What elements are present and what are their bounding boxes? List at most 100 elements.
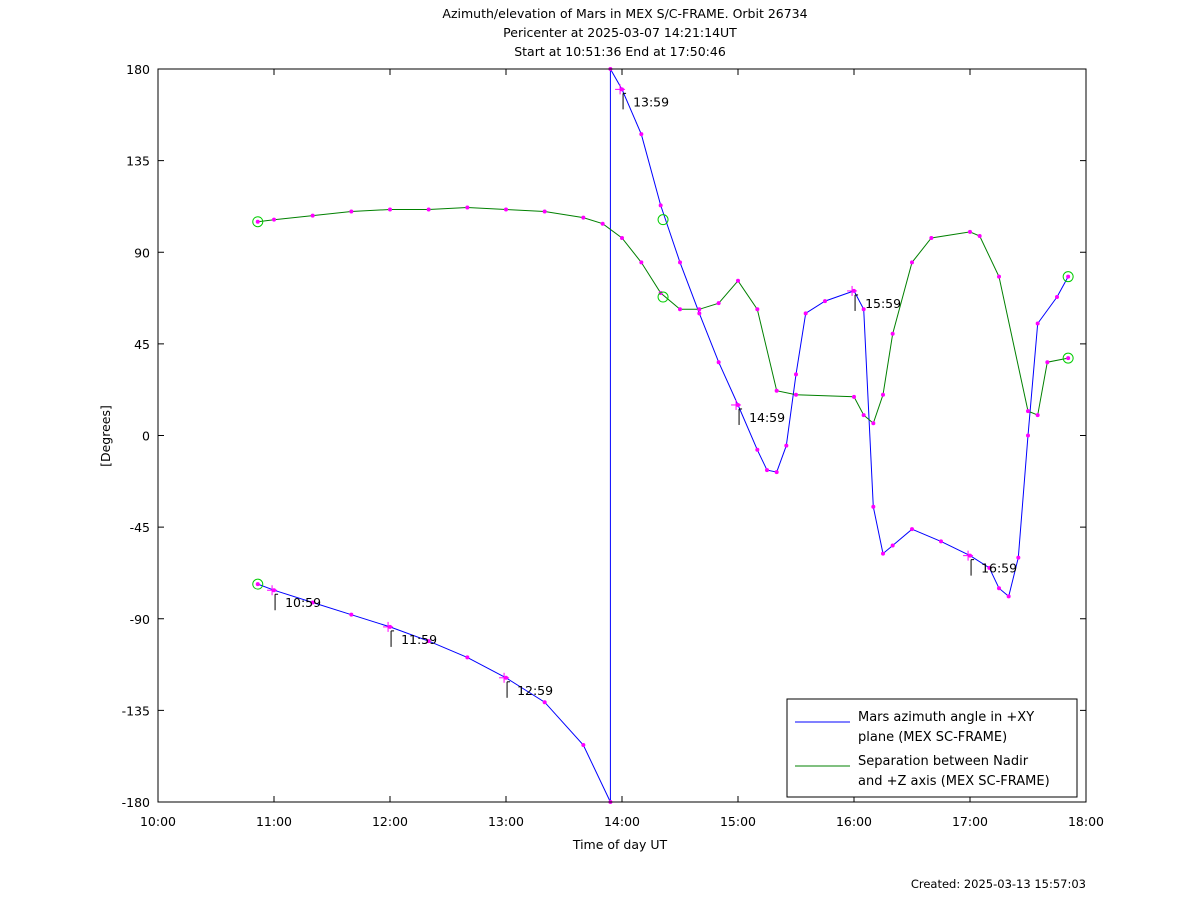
x-axis-label: Time of day UT [572,837,668,852]
data-point-separation [997,274,1001,279]
data-point-azimuth [861,307,866,312]
start-circle-separation [252,216,264,228]
y-tick-label: -135 [122,703,150,718]
hour-annotation-label: 11:59 [401,632,437,647]
data-point-separation [910,260,914,265]
pericenter-circle-azimuth [657,214,669,226]
data-point-separation [794,392,798,397]
legend-box [786,698,1078,798]
data-point-separation [716,301,721,306]
y-tick-label: -180 [122,795,150,810]
x-tick-label: 14:00 [604,814,640,829]
data-point-separation [272,217,276,222]
data-point-separation [388,207,392,212]
chart-title: Azimuth/elevation of Mars in MEX S/C-FRA… [442,6,807,21]
data-point-azimuth [1055,295,1059,300]
chart-subtitle-pericenter: Pericenter at 2025-03-07 14:21:14UT [503,25,737,40]
data-point-azimuth [890,543,895,548]
data-point-azimuth [881,551,885,556]
legend-label-separation-line2: and +Z axis (MEX SC-FRAME) [858,774,1050,789]
data-point-separation [504,207,508,212]
hour-annotation-label: 14:59 [749,410,785,425]
data-point-azimuth [1006,594,1011,599]
x-tick-label: 18:00 [1068,814,1104,829]
data-point-separation [697,307,702,312]
end-circle-separation [1062,352,1074,364]
data-point-separation [881,392,885,397]
data-point-separation [255,219,260,224]
data-point-azimuth [755,447,760,452]
data-point-separation [1045,360,1050,365]
data-point-separation [639,260,644,265]
x-tick-label: 17:00 [952,814,988,829]
data-point-azimuth [803,311,808,316]
data-point-azimuth [426,639,431,644]
hour-annotation-label: 12:59 [517,683,553,698]
plot-area: 10:59 11:59 12:59 13:59 14:59 15:59 16:59 [252,67,1074,804]
data-point-separation [349,209,354,214]
hour-annotation-label: 13:59 [633,94,669,109]
hour-annotation-label: 16:59 [981,561,1017,576]
data-point-azimuth [465,655,470,660]
end-circle-azimuth [1062,271,1074,283]
data-point-separation [620,235,624,240]
data-point-separation [542,209,547,214]
x-axis: 10:00 11:00 12:00 13:00 14:00 15:00 16:00 17:00… [140,69,1104,829]
data-point-separation [755,307,760,312]
data-point-azimuth [542,700,547,705]
data-point-azimuth [823,299,827,304]
x-tick-label: 15:00 [720,814,756,829]
chart-subtitle-start-end: Start at 10:51:36 End at 17:50:46 [514,44,726,59]
pericenter-circle-separation [657,291,669,303]
data-point-separation [581,215,586,220]
data-point-azimuth [349,612,354,617]
hour-annotation-label: 10:59 [285,595,321,610]
legend: Mars azimuth angle in +XY plane (MEX SC-… [786,698,1078,798]
data-point-separation [600,221,605,226]
x-tick-label: 16:00 [836,814,872,829]
start-circle-azimuth [252,578,264,590]
data-point-azimuth [794,372,798,377]
data-point-azimuth [765,468,769,473]
x-tick-label: 10:00 [140,814,176,829]
legend-label-azimuth-line1: Mars azimuth angle in +XY [858,710,1034,725]
data-point-separation [968,229,972,234]
data-point-azimuth [871,504,876,509]
data-point-azimuth [310,600,315,605]
plot-frame [157,68,1087,803]
data-point-separation [929,235,934,240]
data-point-azimuth [997,586,1001,591]
data-point-separation [678,307,682,312]
y-tick-label: 45 [134,337,150,352]
series-line-azimuth [257,583,611,803]
data-point-azimuth [581,742,586,747]
data-point-azimuth [784,443,789,448]
y-tick-label: -90 [130,612,150,627]
data-point-azimuth [697,311,702,316]
data-point-azimuth [716,360,721,365]
data-point-azimuth [1066,274,1071,279]
data-point-separation [852,394,856,399]
data-point-azimuth [1035,321,1040,326]
x-tick-label: 12:00 [372,814,408,829]
data-point-separation [310,213,315,218]
data-point-separation [977,233,982,238]
y-tick-label: 90 [134,245,150,260]
data-point-separation [774,388,779,393]
y-tick-label: 0 [142,429,150,444]
data-point-azimuth [910,527,914,532]
data-point-azimuth [678,260,682,265]
data-point-azimuth [1026,433,1030,438]
y-tick-label: 135 [126,154,150,169]
created-timestamp: Created: 2025-03-13 15:57:03 [911,877,1086,891]
y-tick-label: 180 [126,62,150,77]
series-line-separation [257,206,1069,425]
series-line-azimuth [609,68,1069,598]
legend-label-separation-line1: Separation between Nadir [858,754,1029,769]
data-point-separation [465,205,470,210]
data-point-separation [871,421,876,426]
y-axis-label: [Degrees] [98,405,113,467]
data-point-separation [890,331,895,336]
data-point-separation [1066,356,1071,361]
